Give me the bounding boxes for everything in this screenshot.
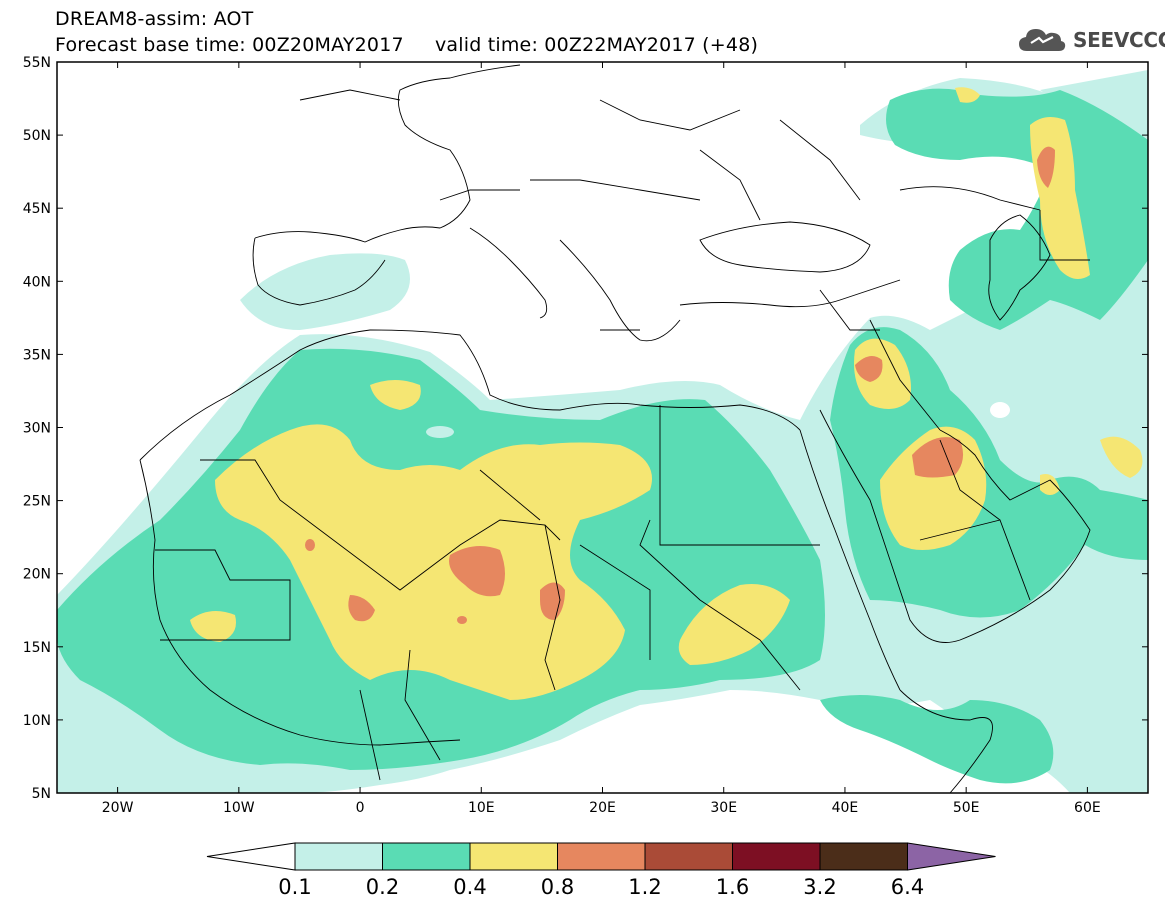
colorbar-swatch — [644, 842, 733, 871]
colorbar-swatch — [382, 842, 471, 871]
colorbar-label: 0.2 — [366, 875, 399, 899]
colorbar-label: 3.2 — [803, 875, 836, 899]
lon-label: 60E — [1074, 800, 1101, 816]
lat-label: 40N — [23, 274, 51, 290]
lat-label: 50N — [23, 128, 51, 144]
colorbar-label: 0.8 — [541, 875, 574, 899]
aot-gaps — [426, 355, 1078, 438]
colorbar-left-arrow — [206, 842, 296, 871]
colorbar-swatch — [819, 842, 908, 871]
lon-label: 20W — [102, 800, 134, 816]
colorbar-swatch — [557, 842, 646, 871]
lon-label: 50E — [953, 800, 980, 816]
lat-label: 55N — [23, 55, 51, 71]
aot-level-1-2 — [305, 146, 1055, 624]
lat-label: 20N — [23, 567, 51, 583]
cloud-icon — [1019, 29, 1066, 51]
colorbar-label: 0.4 — [453, 875, 486, 899]
colorbar-label: 0.1 — [278, 875, 311, 899]
coastlines-and-borders — [139, 64, 1091, 793]
colorbar-label: 1.6 — [716, 875, 749, 899]
lon-label: 0 — [356, 800, 365, 816]
colorbar-label: 1.2 — [628, 875, 661, 899]
colorbar-swatch — [732, 842, 821, 871]
latitude-axis: 55N 50N 45N 40N 35N 30N 25N 20N 15N 10N 5N — [23, 55, 1148, 802]
chart-subtitle: Forecast base time: 00Z20MAY2017 valid t… — [55, 34, 759, 56]
logo-text: SEEVCCC — [1073, 28, 1165, 52]
lat-label: 10N — [23, 713, 51, 729]
lat-label: 30N — [23, 421, 51, 437]
lat-label: 45N — [23, 201, 51, 217]
seevccc-logo: SEEVCCC — [1017, 24, 1165, 56]
lon-label: 10E — [468, 800, 495, 816]
chart-title: DREAM8-assim: AOT — [55, 8, 254, 30]
colorbar-swatch — [469, 842, 558, 871]
longitude-axis: 20W 10W 0 10E 20E 30E 40E 50E 60E — [102, 62, 1101, 816]
lat-label: 5N — [32, 786, 51, 802]
lat-label: 35N — [23, 347, 51, 363]
lat-label: 15N — [23, 640, 51, 656]
lon-label: 40E — [832, 800, 859, 816]
colorbar-right-arrow — [907, 842, 996, 871]
lat-label: 25N — [23, 494, 51, 510]
colorbar-swatch — [294, 842, 383, 871]
lon-label: 30E — [710, 800, 737, 816]
lon-label: 10W — [223, 800, 255, 816]
colorbar-label: 6.4 — [891, 875, 924, 899]
lon-label: 20E — [589, 800, 616, 816]
